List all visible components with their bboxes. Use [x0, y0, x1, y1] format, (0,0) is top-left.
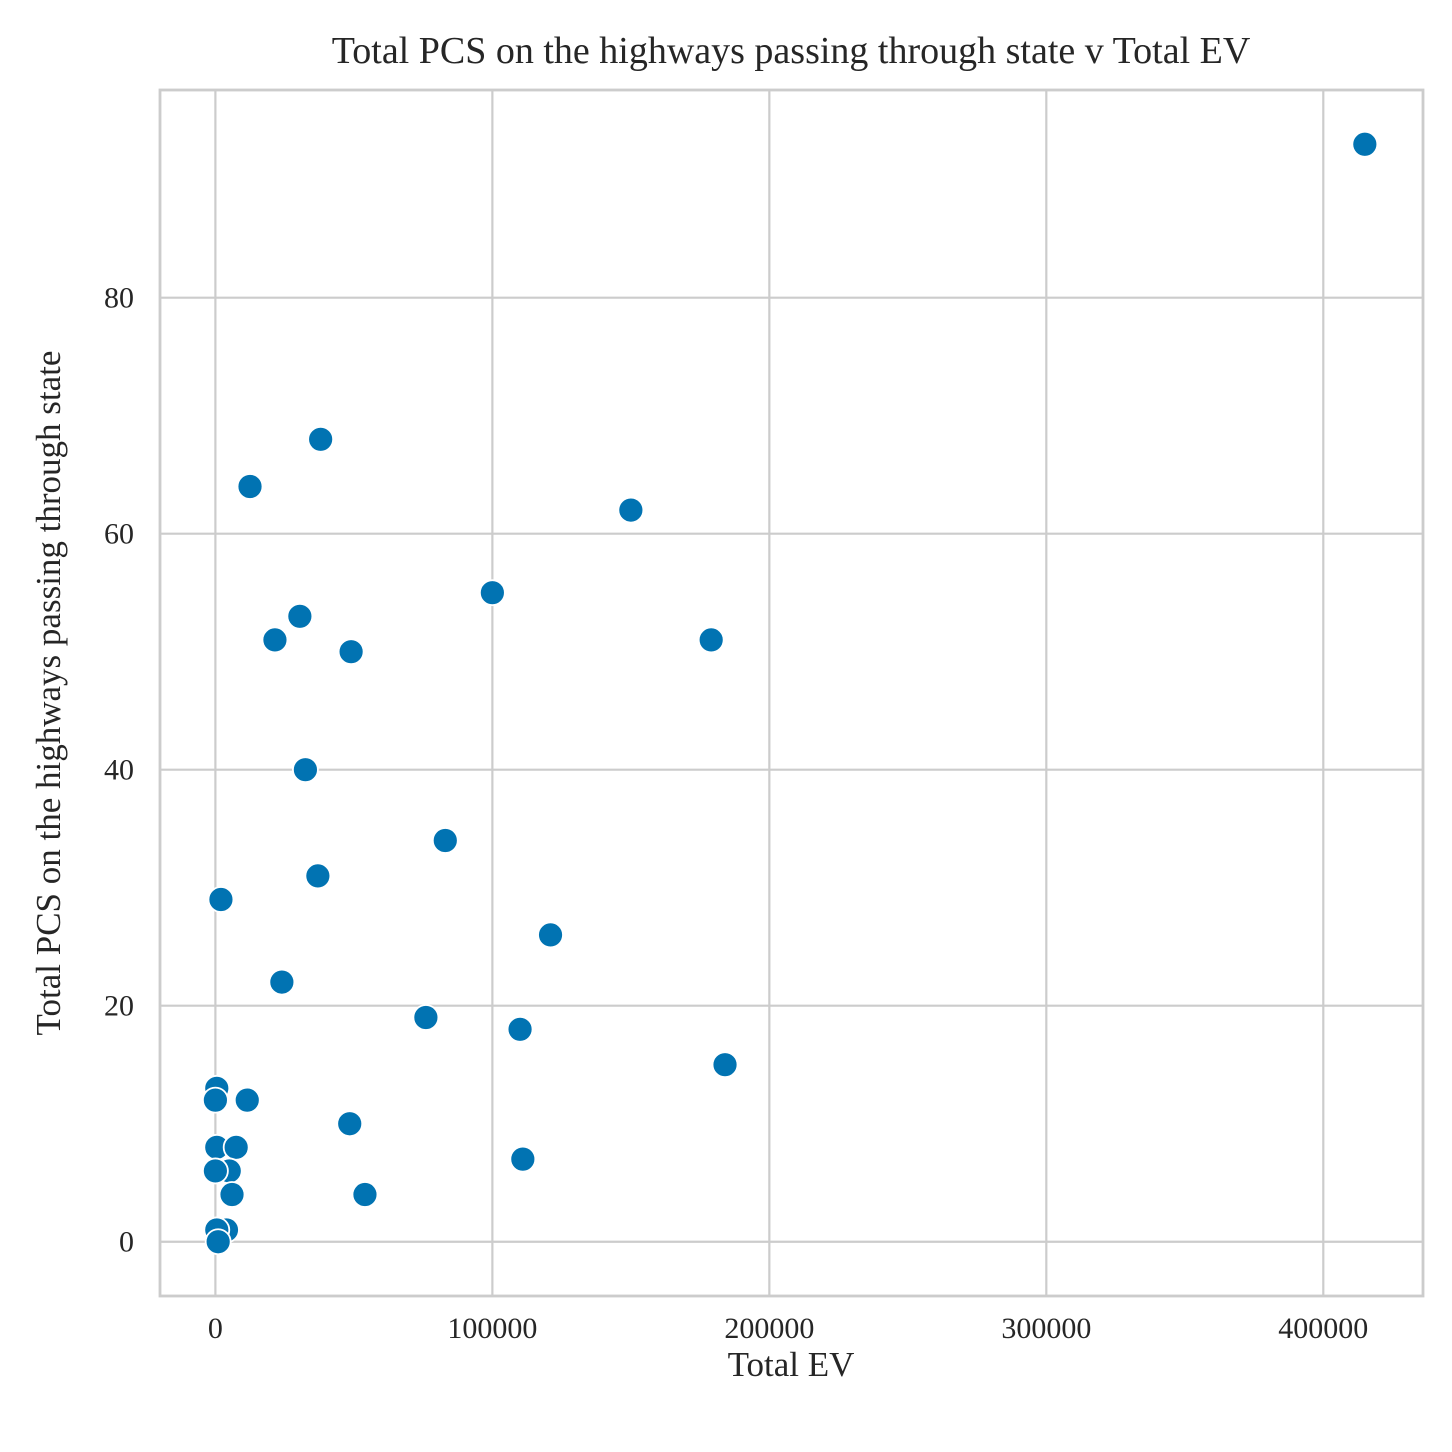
data-point: [268, 968, 296, 996]
data-point: [537, 921, 564, 949]
data-point: [236, 473, 264, 500]
plot-frame: [158, 88, 1425, 1298]
data-point: [307, 425, 335, 453]
y-tick-label: 60: [104, 518, 134, 551]
chart-title: Total PCS on the highways passing throug…: [332, 30, 1251, 72]
tick-labels: 0 100000 200000 300000 400000 0 20 40 60 80: [104, 282, 1368, 1345]
data-point: [412, 1004, 440, 1031]
data-point: [509, 1145, 537, 1173]
data-point: [336, 1110, 364, 1138]
data-point: [351, 1181, 379, 1208]
data-point: [697, 626, 725, 654]
data-point: [711, 1051, 739, 1079]
x-tick-label: 400000: [1278, 1312, 1368, 1345]
data-point: [617, 496, 645, 524]
data-point: [201, 1086, 229, 1114]
data-point: [1351, 130, 1379, 158]
data-point: [304, 862, 332, 890]
y-tick-label: 0: [119, 1226, 134, 1259]
x-tick-label: 300000: [1001, 1312, 1091, 1345]
y-tick-label: 40: [104, 754, 134, 787]
x-tick-label: 100000: [447, 1312, 537, 1345]
data-point: [201, 1157, 229, 1185]
data-point: [218, 1181, 246, 1208]
data-point: [207, 886, 235, 913]
x-axis-label: Total EV: [728, 1345, 855, 1384]
x-tick-label: 0: [208, 1312, 223, 1345]
y-tick-label: 20: [104, 990, 134, 1023]
data-point: [431, 827, 459, 854]
data-point: [506, 1015, 534, 1043]
data-points: [201, 130, 1379, 1256]
data-point: [261, 626, 289, 654]
data-point: [233, 1086, 261, 1114]
y-tick-label: 80: [104, 282, 134, 315]
x-tick-label: 200000: [724, 1312, 814, 1345]
data-point: [222, 1133, 250, 1161]
gridlines: [160, 90, 1423, 1296]
data-point: [292, 756, 319, 784]
y-axis-label: Total PCS on the highways passing throug…: [29, 351, 68, 1036]
data-point: [337, 638, 365, 666]
data-point: [478, 579, 506, 607]
data-point: [204, 1228, 232, 1256]
data-point: [286, 602, 314, 630]
